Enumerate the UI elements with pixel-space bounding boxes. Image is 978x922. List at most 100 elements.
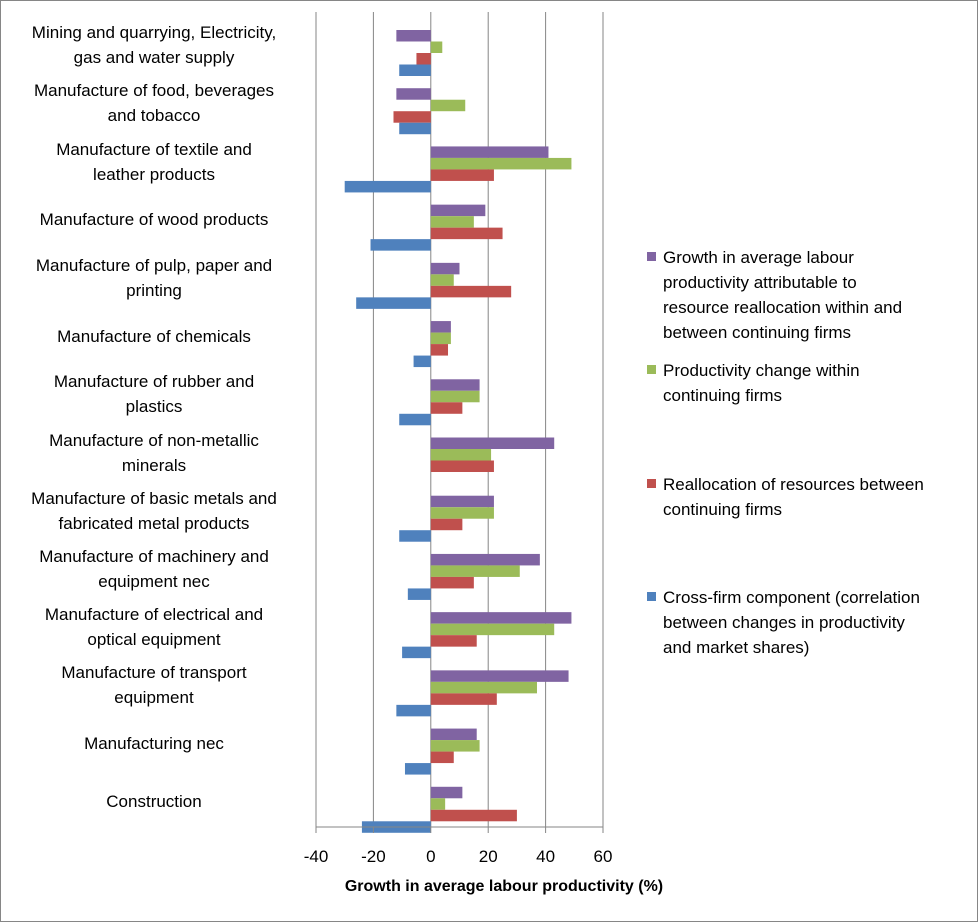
- legend-label-line: Productivity change within: [663, 361, 860, 380]
- category-label: Construction: [9, 789, 299, 814]
- x-tick-label: -20: [361, 847, 386, 866]
- category-label-line: Manufacture of non-metallic: [49, 430, 259, 450]
- bar: [430, 216, 474, 228]
- category-label: Manufacture of electrical and optical equ…: [9, 602, 299, 652]
- bar: [430, 227, 503, 240]
- legend-label-line: resource reallocation within and: [663, 298, 903, 317]
- category-label-line: plastics: [125, 397, 183, 417]
- legend-label: Growth in average labour productivity att…: [663, 245, 963, 345]
- bar: [344, 180, 431, 193]
- category-label-line: equipment: [114, 688, 194, 708]
- x-tick-label: 20: [479, 847, 498, 866]
- x-tick-label: 60: [594, 847, 613, 866]
- bar: [430, 565, 520, 577]
- category-label-line: Manufacture of wood products: [39, 210, 269, 230]
- category-label-line: Manufacture of basic metals and: [31, 488, 277, 508]
- category-label-line: Manufacturing nec: [84, 734, 224, 754]
- legend-label-line: productivity attributable to: [663, 273, 857, 292]
- bar: [393, 111, 431, 123]
- legend-swatch: [647, 479, 656, 488]
- bar: [399, 64, 431, 76]
- bar: [370, 239, 431, 251]
- category-label: Manufacture of pulp, paper and printing: [9, 253, 299, 303]
- category-label-line: fabricated metal products: [58, 513, 250, 533]
- x-tick-label: -40: [304, 847, 329, 866]
- bar: [430, 460, 494, 472]
- bar: [430, 751, 454, 764]
- legend-swatch: [647, 592, 656, 601]
- bar: [430, 809, 517, 822]
- bar: [430, 146, 549, 158]
- bar: [430, 41, 443, 53]
- legend-label-line: between changes in productivity: [663, 613, 905, 632]
- category-label-line: Manufacture of electrical and: [44, 605, 264, 625]
- bar: [430, 553, 540, 566]
- bar: [399, 122, 431, 135]
- bar: [430, 798, 446, 810]
- legend-label: Cross-firm component (correlation between…: [663, 585, 963, 660]
- category-label-line: leather products: [93, 164, 215, 184]
- bar: [430, 635, 477, 647]
- category-label: Manufacture of rubber and plastics: [9, 369, 299, 419]
- bar: [430, 449, 492, 461]
- legend-swatch: [647, 365, 656, 374]
- legend-label-line: continuing firms: [663, 386, 783, 405]
- bar: [430, 693, 497, 705]
- bar: [430, 437, 555, 449]
- bar: [396, 88, 431, 100]
- category-label: Manufacture of transport equipment: [9, 660, 299, 710]
- bar: [430, 728, 477, 741]
- category-label-line: and tobacco: [107, 106, 201, 126]
- bar: [430, 379, 480, 391]
- bar: [430, 576, 474, 589]
- bar: [430, 390, 480, 403]
- bar: [430, 495, 494, 508]
- x-axis-title: Growth in average labour productivity (%…: [344, 878, 664, 895]
- bar: [430, 262, 460, 275]
- bar: [402, 646, 431, 659]
- category-label-line: Manufacture of rubber and: [53, 372, 255, 392]
- category-label-line: Construction: [106, 792, 202, 812]
- legend-label: Productivity change within continuing fir…: [663, 358, 963, 408]
- category-label-line: minerals: [121, 455, 187, 475]
- bar: [430, 169, 494, 181]
- bar: [430, 623, 555, 636]
- bar: [430, 670, 569, 682]
- category-label-line: Manufacture of pulp, paper and: [35, 255, 273, 275]
- bar: [430, 507, 494, 519]
- bar: [396, 704, 431, 717]
- bar: [430, 402, 463, 414]
- bar: [416, 53, 431, 65]
- x-tick-label: 0: [426, 847, 435, 866]
- bar: [356, 297, 431, 309]
- x-tick-label: 40: [536, 847, 555, 866]
- category-label-line: equipment nec: [98, 572, 210, 592]
- legend-label-line: and market shares): [663, 638, 810, 657]
- category-label-line: Manufacture of food, beverages: [33, 81, 275, 101]
- bar: [430, 321, 451, 333]
- bar: [407, 588, 431, 600]
- category-label: Manufacture of textile and leather produc…: [9, 137, 299, 187]
- category-label: Manufacturing nec: [9, 731, 299, 756]
- category-label: Manufacture of basic metals and fabricate…: [9, 486, 299, 536]
- bar: [430, 344, 449, 356]
- legend-label-line: continuing firms: [663, 500, 783, 519]
- bar: [430, 332, 451, 345]
- bar: [430, 204, 486, 217]
- category-label-line: printing: [126, 280, 182, 300]
- bar: [430, 612, 572, 624]
- legend-label-line: Cross-firm component (correlation: [663, 588, 920, 607]
- category-label: Manufacture of non-metallic minerals: [9, 428, 299, 478]
- legend-label-line: Reallocation of resources between: [663, 475, 924, 494]
- category-label-line: Mining and quarrying, Electricity,: [31, 23, 277, 43]
- category-label: Manufacture of machinery and equipment ne…: [9, 544, 299, 594]
- category-label: Manufacture of wood products: [9, 207, 299, 232]
- category-label-line: Manufacture of chemicals: [57, 326, 251, 346]
- bar: [404, 763, 431, 775]
- category-label-line: gas and water supply: [73, 48, 235, 68]
- category-label-line: Manufacture of machinery and: [39, 547, 269, 567]
- category-label-line: optical equipment: [87, 630, 221, 650]
- legend-label: Reallocation of resources between continu…: [663, 472, 963, 522]
